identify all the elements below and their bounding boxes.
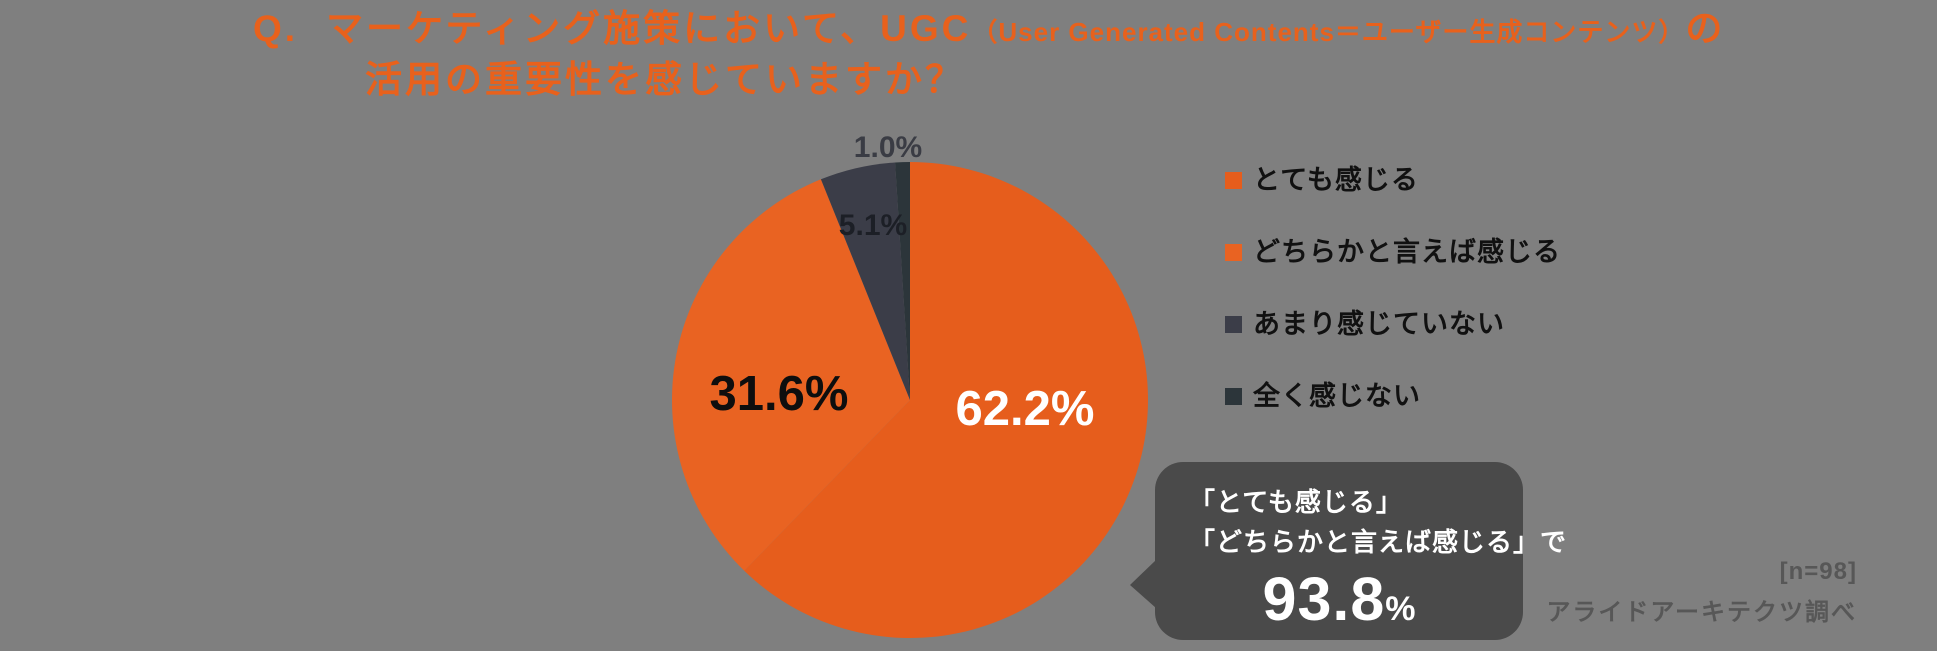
callout-value: 93.8 xyxy=(1262,565,1386,633)
question-title-line1: Q. マーケティング施策において、UGC （User Generated Con… xyxy=(253,6,1853,55)
question-subtext: （User Generated Contents＝ユーザー生成コンテンツ） xyxy=(971,17,1686,47)
footnote: [n=98] アライドアーキテクツ調べ xyxy=(1546,558,1857,627)
callout-tail xyxy=(1130,560,1156,608)
pie-label-totemo: 62.2% xyxy=(955,382,1095,436)
callout-line2: 「どちらかと言えば感じる」で xyxy=(1189,527,1568,557)
callout-line1: 「とても感じる」 xyxy=(1189,487,1403,517)
legend-item-mattaku: 全く感じない xyxy=(1225,383,1561,410)
question-prefix: Q. xyxy=(253,8,299,49)
pie-slice-2 xyxy=(820,162,910,400)
pie-slice-3 xyxy=(895,162,910,400)
summary-callout: 「とても感じる」 「どちらかと言えば感じる」で 93.8% xyxy=(1130,462,1568,640)
sample-size-note: [n=98] xyxy=(1779,558,1857,585)
legend-swatch-mattaku xyxy=(1225,388,1242,405)
callout-unit: % xyxy=(1385,590,1416,628)
source-watermark: アライドアーキテクツ調べ xyxy=(1546,599,1857,626)
question-title-line2: 活用の重要性を感じていますか？ xyxy=(365,59,965,100)
legend-label-dochiraka: どちらかと言えば感じる xyxy=(1253,237,1561,267)
pie-slice-1 xyxy=(671,179,910,571)
legend-item-dochiraka: どちらかと言えば感じる xyxy=(1225,239,1561,266)
pie-label-dochiraka: 31.6% xyxy=(709,367,849,421)
legend-label-amari: あまり感じていない xyxy=(1253,309,1505,339)
pie-label-amari: 5.1% xyxy=(838,209,908,242)
legend-label-totemo: とても感じる xyxy=(1253,165,1419,195)
legend-swatch-amari xyxy=(1225,316,1242,333)
callout-value-row: 93.8% xyxy=(1155,564,1523,634)
pie-slice-0 xyxy=(744,162,1148,638)
pie-label-mattaku: 1.0% xyxy=(853,131,923,164)
question-main-text: マーケティング施策において、UGC xyxy=(326,8,972,49)
legend: とても感じる どちらかと言えば感じる あまり感じていない 全く感じない xyxy=(1225,167,1561,455)
pie-chart xyxy=(671,162,1148,638)
question-suffix: の xyxy=(1685,8,1726,49)
question-title: Q. マーケティング施策において、UGC （User Generated Con… xyxy=(253,6,1853,103)
legend-item-amari: あまり感じていない xyxy=(1225,311,1561,338)
legend-label-mattaku: 全く感じない xyxy=(1253,381,1421,411)
legend-swatch-totemo xyxy=(1225,172,1242,189)
legend-swatch-dochiraka xyxy=(1225,244,1242,261)
legend-item-totemo: とても感じる xyxy=(1225,167,1561,194)
